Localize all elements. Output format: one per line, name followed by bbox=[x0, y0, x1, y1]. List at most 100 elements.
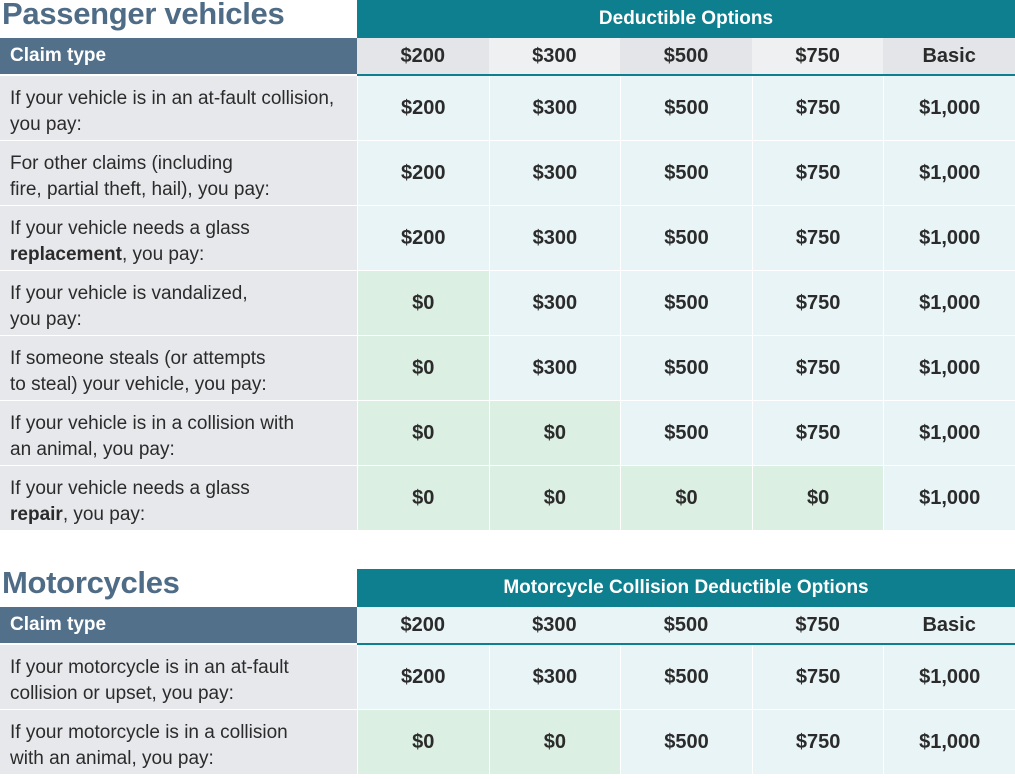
deductible-value-cell: $0 bbox=[357, 336, 489, 400]
deductible-value-cell: $500 bbox=[620, 206, 752, 270]
claim-text: If your vehicle is vandalized, bbox=[10, 283, 248, 304]
table-row: For other claims (including fire, partial… bbox=[0, 140, 1015, 205]
table-row: If your motorcycle is in a collision with… bbox=[0, 709, 1015, 774]
claim-type-cell: If your vehicle needs a glass repair, you… bbox=[0, 466, 357, 530]
claim-text: you pay: bbox=[10, 309, 82, 330]
deductible-value-cell: $500 bbox=[620, 401, 752, 465]
deductible-value-cell: $750 bbox=[751, 645, 884, 709]
deductible-value-cell: $1,000 bbox=[883, 645, 1015, 709]
claim-type-cell: If your vehicle needs a glass replacement… bbox=[0, 206, 357, 270]
claim-text: you pay: bbox=[10, 114, 82, 135]
deductible-value-cell: $500 bbox=[620, 710, 752, 774]
deductible-value-cell: $500 bbox=[620, 141, 752, 205]
claim-text: If your vehicle is in an at-fault collis… bbox=[10, 88, 335, 109]
table-row: If your vehicle needs a glass repair, you… bbox=[0, 465, 1015, 530]
table-row: If your vehicle is in a collision with an… bbox=[0, 400, 1015, 465]
deductible-value-cell: $300 bbox=[488, 645, 621, 709]
claim-type-cell: If your vehicle is in a collision with an… bbox=[0, 401, 357, 465]
column-header: $500 bbox=[620, 38, 752, 76]
claim-text: If your vehicle needs a glass bbox=[10, 218, 250, 239]
claim-text: with an animal, you pay: bbox=[10, 748, 214, 769]
claim-text: , you pay: bbox=[62, 504, 146, 525]
claim-type-cell: If your motorcycle is in an at-fault coll… bbox=[0, 645, 357, 709]
claim-text: For other claims (including bbox=[10, 153, 233, 174]
deductible-value-cell: $500 bbox=[620, 645, 752, 709]
deductible-value-cell: $750 bbox=[751, 710, 884, 774]
deductible-value-cell: $1,000 bbox=[883, 206, 1015, 270]
claim-text: If someone steals (or attempts bbox=[10, 348, 266, 369]
deductible-value-cell: $0 bbox=[357, 271, 489, 335]
column-header-row: Claim type $200 $300 $500 $750 Basic bbox=[0, 607, 1015, 645]
claim-text: If your vehicle is in a collision with bbox=[10, 413, 295, 434]
table-row: If your vehicle needs a glass replacement… bbox=[0, 205, 1015, 270]
deductible-value-cell: $1,000 bbox=[883, 401, 1015, 465]
passenger-table-body: If your vehicle is in an at-fault collis… bbox=[0, 76, 1015, 530]
page-title: Passenger vehicles bbox=[2, 0, 285, 31]
claim-type-cell: If your motorcycle is in a collision with… bbox=[0, 710, 357, 774]
deductible-options-band: Deductible Options bbox=[357, 0, 1015, 38]
deductible-value-cell: $500 bbox=[620, 76, 752, 140]
claim-type-cell: For other claims (including fire, partial… bbox=[0, 141, 357, 205]
deductible-value-cell: $1,000 bbox=[883, 710, 1015, 774]
deductible-value-cell: $300 bbox=[488, 271, 621, 335]
claim-text: If your motorcycle is in a collision bbox=[10, 722, 288, 743]
claim-type-cell: If your vehicle is vandalized, you pay: bbox=[0, 271, 357, 335]
deductible-value-cell: $0 bbox=[488, 401, 621, 465]
claim-emphasis: replacement bbox=[10, 244, 122, 265]
deductible-value-cell: $200 bbox=[357, 141, 489, 205]
deductible-value-cell: $0 bbox=[488, 466, 621, 530]
claim-text: collision or upset, you pay: bbox=[10, 683, 234, 704]
deductible-value-cell: $500 bbox=[620, 336, 752, 400]
column-header: $200 bbox=[357, 38, 489, 76]
column-header: $750 bbox=[751, 607, 884, 645]
column-header: Basic bbox=[883, 607, 1015, 645]
column-header: Basic bbox=[883, 38, 1015, 76]
deductible-value-cell: $200 bbox=[357, 206, 489, 270]
deductible-value-cell: $750 bbox=[751, 206, 884, 270]
deductible-value-cell: $300 bbox=[488, 141, 621, 205]
column-header: $300 bbox=[488, 607, 621, 645]
column-header: $500 bbox=[620, 607, 752, 645]
table-row: If your vehicle is in an at-fault collis… bbox=[0, 76, 1015, 140]
claim-text: an animal, you pay: bbox=[10, 439, 175, 460]
deductible-value-cell: $200 bbox=[357, 76, 489, 140]
deductible-value-cell: $750 bbox=[751, 401, 884, 465]
deductible-value-cell: $300 bbox=[488, 206, 621, 270]
deductible-value-cell: $300 bbox=[488, 336, 621, 400]
deductible-value-cell: $750 bbox=[751, 271, 884, 335]
claim-type-header: Claim type bbox=[0, 607, 357, 643]
table-row: If your motorcycle is in an at-fault coll… bbox=[0, 645, 1015, 709]
deductible-value-cell: $1,000 bbox=[883, 336, 1015, 400]
deductible-value-cell: $0 bbox=[488, 710, 621, 774]
motorcycle-table-body: If your motorcycle is in an at-fault coll… bbox=[0, 645, 1015, 774]
deductible-value-cell: $750 bbox=[751, 76, 884, 140]
deductible-value-cell: $1,000 bbox=[883, 141, 1015, 205]
column-header: $300 bbox=[488, 38, 621, 76]
deductible-value-cell: $0 bbox=[357, 710, 489, 774]
claim-text: , you pay: bbox=[121, 244, 205, 265]
deductible-value-cell: $0 bbox=[620, 466, 752, 530]
claim-text: If your motorcycle is in an at-fault bbox=[10, 657, 289, 678]
deductible-value-cell: $750 bbox=[751, 336, 884, 400]
deductible-value-cell: $0 bbox=[357, 401, 489, 465]
column-header: $200 bbox=[357, 607, 489, 645]
deductible-value-cell: $1,000 bbox=[883, 466, 1015, 530]
table-row: If your vehicle is vandalized, you pay: $0… bbox=[0, 270, 1015, 335]
deductible-value-cell: $1,000 bbox=[883, 76, 1015, 140]
deductible-value-cell: $500 bbox=[620, 271, 752, 335]
deductible-value-cell: $200 bbox=[357, 645, 489, 709]
motorcycle-deductible-band: Motorcycle Collision Deductible Options bbox=[357, 569, 1015, 607]
claim-type-cell: If someone steals (or attempts to steal) … bbox=[0, 336, 357, 400]
deductible-value-cell: $0 bbox=[751, 466, 884, 530]
column-header-row: Claim type $200 $300 $500 $750 Basic bbox=[0, 38, 1015, 76]
deductible-value-cell: $1,000 bbox=[883, 271, 1015, 335]
passenger-vehicles-section: Passenger vehicles Deductible Options Cl… bbox=[0, 0, 1015, 530]
claim-text: to steal) your vehicle, you pay: bbox=[10, 374, 267, 395]
claim-emphasis: repair bbox=[10, 504, 63, 525]
motorcycles-section: Motorcycles Motorcycle Collision Deducti… bbox=[0, 565, 1015, 774]
deductible-value-cell: $300 bbox=[488, 76, 621, 140]
claim-type-cell: If your vehicle is in an at-fault collis… bbox=[0, 76, 357, 140]
table-row: If someone steals (or attempts to steal) … bbox=[0, 335, 1015, 400]
claim-text: If your vehicle needs a glass bbox=[10, 478, 250, 499]
deductible-value-cell: $750 bbox=[751, 141, 884, 205]
